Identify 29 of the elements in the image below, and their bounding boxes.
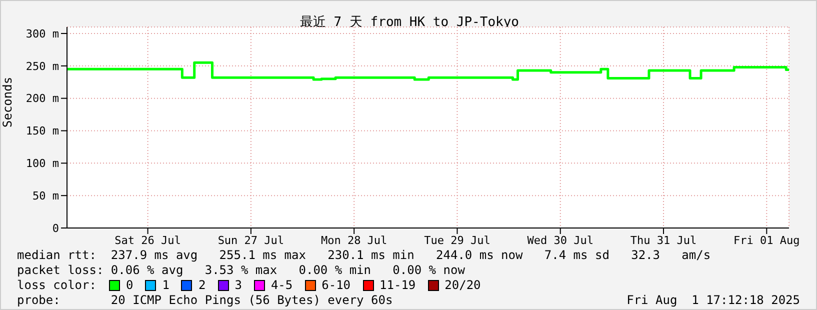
text: Fri Aug 1 17:12:18 2025 [626,293,800,307]
x-tick-label: Sat 26 Jul [114,234,181,247]
y-tick-label: 150 m [26,124,60,138]
y-tick-label: 200 m [26,92,60,106]
legend-label: 1 [161,278,170,293]
legend-label: 11-19 [378,278,416,293]
text: probe: 20 ICMP Echo Pings (56 Bytes) every 60s [17,293,393,307]
x-tick-label: Thu 31 Jul [630,234,697,247]
y-tick-label: 0 [52,222,59,235]
x-tick-label: Tue 29 Jul [424,234,490,247]
x-tick-label: Mon 28 Jul [320,234,388,247]
y-tick-label: 300 m [26,27,60,40]
x-tick-label: Wed 30 Jul [527,234,594,247]
legend-title: loss color: [17,278,98,293]
y-tick-label: 250 m [26,60,60,73]
y-tick-label: 100 m [26,157,60,170]
legend-label: 20/20 [444,278,481,293]
legend-label: 4-5 [270,278,293,293]
legend-label: 6-10 [320,278,351,293]
text: median rtt: 237.9 ms avg 255.1 ms max 230.1 ms min 244.0 ms now 7.4 ms sd 32.3 am/s [17,248,711,263]
y-axis-title: Seconds [0,76,14,128]
x-tick-label: Fri 01 Aug [734,234,800,247]
legend-label: 3 [234,278,242,293]
y-tick-label: 50 m [32,189,60,202]
chart-title: 最近 7 天 from HK to JP-Tokyo [300,15,519,30]
text: packet loss: 0.06 % avg 3.53 % max 0.00 % min 0.00 % now [17,263,466,278]
legend-label: 0 [125,278,134,293]
x-tick-label: Sun 27 Jul [218,234,284,247]
legend-label: 2 [197,278,206,293]
